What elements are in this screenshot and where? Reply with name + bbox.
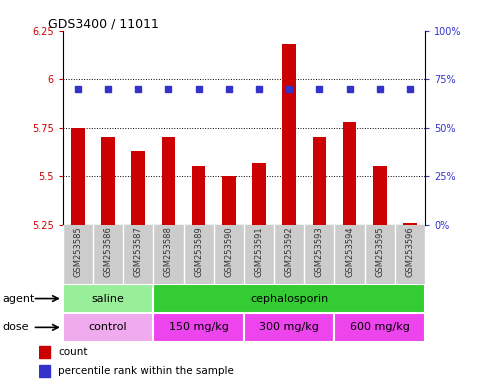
Text: GSM253591: GSM253591 bbox=[255, 227, 264, 277]
Text: control: control bbox=[89, 322, 128, 333]
Text: GSM253595: GSM253595 bbox=[375, 227, 384, 277]
Bar bbox=[244, 313, 334, 342]
Bar bbox=[101, 137, 115, 225]
Bar bbox=[283, 44, 296, 225]
Text: GSM253596: GSM253596 bbox=[405, 227, 414, 277]
Bar bbox=[343, 122, 356, 225]
Bar bbox=[39, 346, 50, 358]
Text: percentile rank within the sample: percentile rank within the sample bbox=[58, 366, 234, 376]
Text: GSM253590: GSM253590 bbox=[224, 227, 233, 277]
Bar bbox=[192, 167, 205, 225]
Bar bbox=[154, 313, 244, 342]
Text: GSM253588: GSM253588 bbox=[164, 227, 173, 277]
Bar bbox=[252, 162, 266, 225]
Text: GSM253587: GSM253587 bbox=[134, 227, 143, 277]
Text: saline: saline bbox=[92, 293, 125, 304]
Bar bbox=[63, 313, 154, 342]
Bar bbox=[154, 284, 425, 313]
Bar bbox=[131, 151, 145, 225]
Bar bbox=[39, 365, 50, 377]
Text: 300 mg/kg: 300 mg/kg bbox=[259, 322, 319, 333]
Text: agent: agent bbox=[2, 293, 35, 304]
Bar bbox=[313, 137, 326, 225]
Text: dose: dose bbox=[2, 322, 29, 333]
Text: GSM253589: GSM253589 bbox=[194, 227, 203, 277]
Text: 600 mg/kg: 600 mg/kg bbox=[350, 322, 410, 333]
Text: 150 mg/kg: 150 mg/kg bbox=[169, 322, 228, 333]
Bar bbox=[373, 167, 386, 225]
Text: GSM253593: GSM253593 bbox=[315, 227, 324, 277]
Text: GSM253586: GSM253586 bbox=[103, 227, 113, 277]
Bar bbox=[71, 127, 85, 225]
Text: cephalosporin: cephalosporin bbox=[250, 293, 328, 304]
Bar bbox=[63, 284, 154, 313]
Text: count: count bbox=[58, 347, 87, 357]
Text: GSM253592: GSM253592 bbox=[284, 227, 294, 277]
Text: GSM253585: GSM253585 bbox=[73, 227, 83, 277]
Bar bbox=[334, 313, 425, 342]
Bar bbox=[403, 223, 417, 225]
Text: GDS3400 / 11011: GDS3400 / 11011 bbox=[48, 18, 159, 31]
Bar bbox=[162, 137, 175, 225]
Text: GSM253594: GSM253594 bbox=[345, 227, 354, 277]
Bar bbox=[222, 176, 236, 225]
